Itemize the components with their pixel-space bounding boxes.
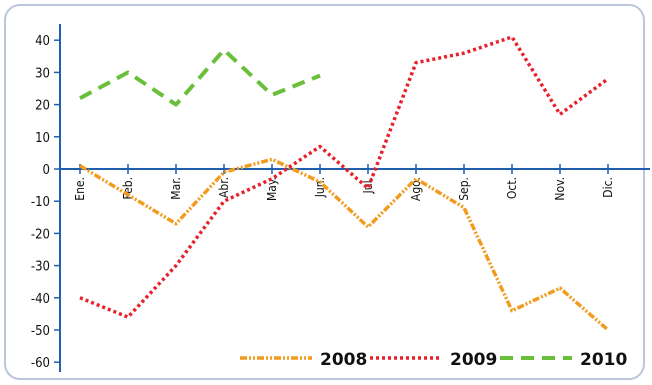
y-tick-label: 30 xyxy=(35,66,50,81)
x-tick-label: Sep. xyxy=(457,177,471,201)
y-tick-label: -50 xyxy=(31,324,50,339)
x-tick-label: Jun. xyxy=(313,177,327,198)
y-tick-label: -30 xyxy=(31,260,50,275)
y-tick-label: 0 xyxy=(43,163,50,178)
legend-label-2010: 2010 xyxy=(580,350,627,370)
y-tick-label: -10 xyxy=(31,195,50,210)
y-tick-label: 10 xyxy=(35,131,50,146)
y-tick-label: 20 xyxy=(35,99,50,114)
y-tick-label: -20 xyxy=(31,227,50,242)
series-line-2010 xyxy=(79,47,321,107)
series-line-2009 xyxy=(79,35,610,319)
x-tick-label: Nov. xyxy=(553,177,567,201)
y-tick-label: 40 xyxy=(35,34,50,49)
series-line-2008 xyxy=(79,157,610,332)
x-tick-label: Mar. xyxy=(169,177,183,200)
x-tick-label: May. xyxy=(265,177,279,201)
x-tick-label: Dic. xyxy=(601,177,615,198)
legend-label-2009: 2009 xyxy=(450,350,497,370)
y-tick-label: -40 xyxy=(31,292,50,307)
y-tick-label: -60 xyxy=(31,356,50,371)
x-tick-label: Abr. xyxy=(217,177,231,198)
x-tick-label: Oct. xyxy=(505,177,519,199)
legend-label-2008: 2008 xyxy=(320,350,367,370)
chart-frame xyxy=(4,4,645,380)
x-tick-label: Ene. xyxy=(73,177,87,201)
